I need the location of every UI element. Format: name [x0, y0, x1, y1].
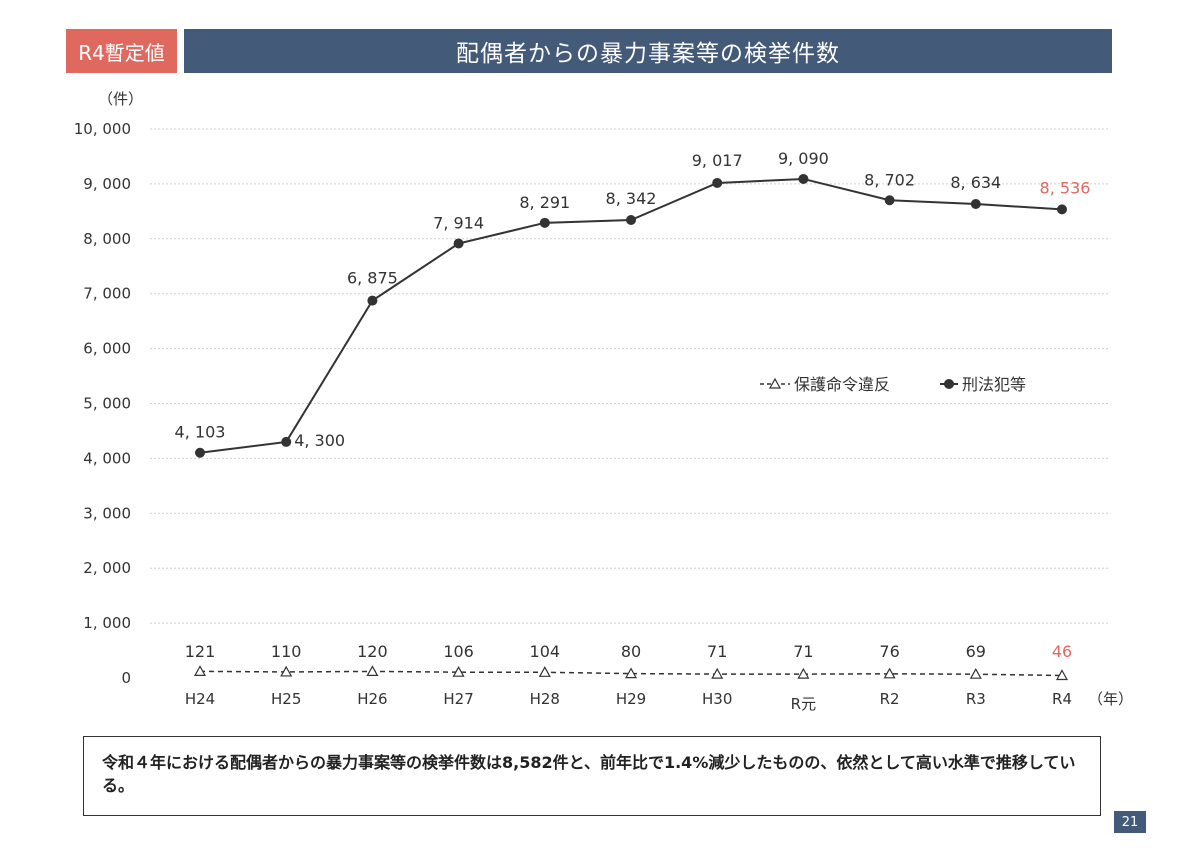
x-tick-label: H28	[530, 690, 560, 708]
data-point-circle	[712, 177, 723, 188]
y-tick-label: 3, 000	[83, 504, 131, 522]
x-tick-label: R4	[1052, 690, 1072, 708]
data-label-hogo-meirei: 71	[707, 642, 727, 661]
data-point-triangle	[797, 667, 810, 679]
data-point-triangle	[624, 667, 638, 679]
data-point-circle	[798, 173, 809, 184]
x-tick-label: H24	[185, 690, 215, 708]
summary-note: 令和４年における配偶者からの暴力事案等の検挙件数は8,582件と、前年比で1.4…	[83, 736, 1101, 816]
x-tick-label: H26	[357, 690, 387, 708]
x-tick-label: H29	[616, 690, 646, 708]
y-tick-label: 1, 000	[83, 614, 131, 632]
data-label-keihouhan: 4, 103	[175, 423, 226, 442]
data-point-circle	[281, 436, 292, 447]
data-label-keihouhan: 8, 342	[606, 189, 657, 208]
data-point-circle	[195, 447, 205, 458]
y-tick-label: 8, 000	[83, 230, 131, 248]
data-label-keihouhan: 4, 300	[294, 431, 345, 450]
legend-label-hogo-meirei: 保護命令違反	[794, 375, 890, 394]
data-label-hogo-meirei: 104	[530, 642, 561, 661]
data-label-hogo-meirei: 80	[621, 642, 641, 661]
data-label-keihouhan: 6, 875	[347, 269, 398, 288]
y-tick-label: 2, 000	[83, 559, 131, 577]
x-tick-label: R元	[791, 695, 816, 713]
y-tick-label: 0	[121, 669, 131, 687]
data-point-triangle	[711, 667, 724, 679]
x-tick-label: H27	[443, 690, 473, 708]
data-point-triangle	[969, 667, 982, 679]
data-point-circle	[367, 295, 378, 306]
data-point-circle	[626, 215, 636, 226]
data-label-keihouhan: 8, 634	[950, 173, 1001, 192]
data-label-hogo-meirei: 46	[1052, 642, 1072, 661]
data-label-keihouhan: 8, 291	[519, 193, 570, 212]
data-point-circle	[539, 217, 550, 228]
data-label-hogo-meirei: 121	[185, 642, 216, 661]
data-label-hogo-meirei: 76	[879, 642, 899, 661]
y-tick-label: 4, 000	[83, 449, 131, 467]
x-tick-label: H25	[271, 690, 301, 708]
x-tick-label: R2	[880, 690, 900, 708]
data-point-triangle	[366, 665, 379, 677]
data-label-hogo-meirei: 110	[271, 642, 302, 661]
data-label-hogo-meirei: 69	[966, 642, 986, 661]
data-point-triangle	[280, 665, 293, 677]
legend-label-keihouhan: 刑法犯等	[962, 375, 1026, 394]
page-title: 配偶者からの暴力事案等の検挙件数	[184, 29, 1112, 73]
data-point-triangle	[538, 666, 551, 677]
y-tick-label: 10, 000	[74, 120, 131, 138]
y-tick-label: 6, 000	[83, 340, 131, 358]
y-unit-label: （件）	[98, 90, 143, 108]
y-tick-label: 9, 000	[83, 175, 131, 193]
data-label-keihouhan: 9, 017	[692, 151, 743, 170]
data-label-hogo-meirei: 106	[443, 642, 474, 661]
data-point-circle	[970, 198, 981, 209]
x-tick-label: H30	[702, 690, 732, 708]
provisional-badge: R4暫定値	[66, 29, 177, 73]
x-unit-label: （年）	[1088, 690, 1133, 708]
data-point-triangle	[452, 665, 465, 677]
legend-marker-keihouhan	[944, 379, 954, 389]
data-point-circle	[884, 195, 895, 206]
data-label-keihouhan: 8, 702	[864, 170, 915, 189]
x-tick-label: R3	[966, 690, 986, 708]
y-tick-label: 5, 000	[83, 395, 131, 413]
data-label-keihouhan: 7, 914	[433, 214, 484, 233]
data-label-keihouhan: 9, 090	[778, 149, 829, 168]
data-point-triangle	[1055, 669, 1069, 681]
data-label-hogo-meirei: 120	[357, 642, 388, 661]
data-point-triangle	[193, 665, 207, 676]
data-point-circle	[453, 238, 464, 249]
page-number: 21	[1114, 811, 1146, 833]
y-tick-label: 7, 000	[83, 285, 131, 303]
data-point-triangle	[883, 667, 896, 679]
data-label-hogo-meirei: 71	[793, 642, 813, 661]
data-label-keihouhan: 8, 536	[1040, 178, 1091, 197]
legend-marker-hogo-meirei	[768, 377, 782, 389]
data-point-circle	[1057, 204, 1067, 215]
